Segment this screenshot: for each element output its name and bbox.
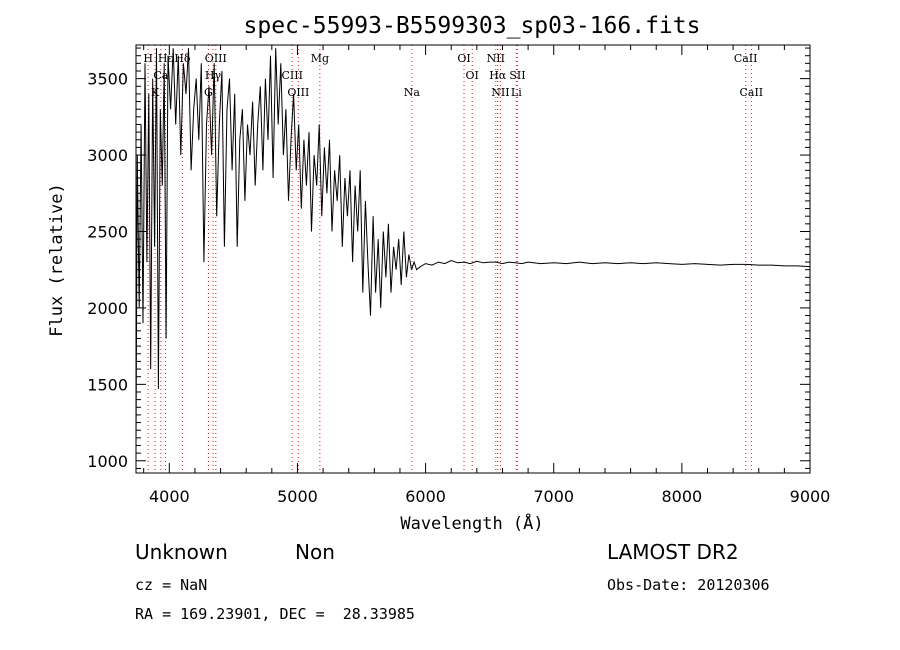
- spectral-line-label: OI: [466, 69, 479, 82]
- y-tick-label: 2500: [87, 222, 128, 241]
- x-tick-label: 7000: [533, 487, 574, 506]
- y-axis-label: Flux (relative): [47, 183, 67, 337]
- y-tick-label: 1000: [87, 452, 128, 471]
- spectral-line-label: K: [151, 86, 160, 99]
- spectral-line-label: CaII: [734, 52, 758, 65]
- chart-title: spec-55993-B5599303_sp03-166.fits: [244, 13, 701, 39]
- observation-date: Obs-Date: 20120306: [607, 576, 770, 594]
- coordinates: RA = 169.23901, DEC = 28.33985: [135, 605, 415, 623]
- plot-frame: [135, 44, 811, 474]
- flux-series: [135, 48, 811, 446]
- spectral-line-label: Hε: [158, 52, 174, 65]
- x-tick-label: 9000: [790, 487, 831, 506]
- spectral-line-label: NII: [487, 52, 505, 65]
- object-class: Unknown: [135, 540, 228, 564]
- spectral-line-markers: [147, 45, 752, 473]
- x-tick-label: 5000: [277, 487, 318, 506]
- y-tick-label: 2000: [87, 299, 128, 318]
- spectral-line-label: Na: [404, 86, 421, 99]
- spectrum-chart: 4000 5000 6000 7000 8000 9000 1000 1500 2000 2500…: [47, 13, 830, 534]
- spectral-line-label: Hα: [489, 69, 507, 82]
- spectral-line-label: H: [143, 52, 153, 65]
- spectral-line-label: Ca: [153, 69, 168, 82]
- spectral-line-label: CaII: [739, 86, 763, 99]
- y-tick-label: 3500: [87, 70, 128, 89]
- y-tick-label: 1500: [87, 375, 128, 394]
- spectral-line-label: Li: [511, 86, 522, 99]
- axis-ticks: [136, 45, 811, 473]
- spectral-line-label: OI: [457, 52, 470, 65]
- y-tick-label: 3000: [87, 146, 128, 165]
- spectral-line-label: G: [204, 86, 213, 99]
- redshift-cz: cz = NaN: [135, 576, 208, 594]
- spectral-line-label: Hγ: [205, 69, 222, 82]
- spectral-line-label: CIII: [281, 69, 302, 82]
- flux-line: [135, 48, 811, 446]
- survey-name: LAMOST DR2: [607, 540, 739, 564]
- object-subclass: Non: [295, 540, 335, 564]
- axis-tick-labels: 4000 5000 6000 7000 8000 9000 1000 1500 2000 2500…: [87, 70, 830, 506]
- x-tick-label: 6000: [405, 487, 446, 506]
- spectral-line-label: OIII: [287, 86, 309, 99]
- x-axis-label: Wavelength (Å): [400, 512, 543, 534]
- spectral-line-label: OIII: [205, 52, 227, 65]
- spectral-line-label: Mg: [311, 52, 329, 65]
- spectral-line-label: NII: [491, 86, 509, 99]
- spectral-line-label: SII: [509, 69, 525, 82]
- spectral-line-label: Hδ: [174, 52, 191, 65]
- x-tick-label: 4000: [149, 487, 190, 506]
- x-tick-label: 8000: [662, 487, 703, 506]
